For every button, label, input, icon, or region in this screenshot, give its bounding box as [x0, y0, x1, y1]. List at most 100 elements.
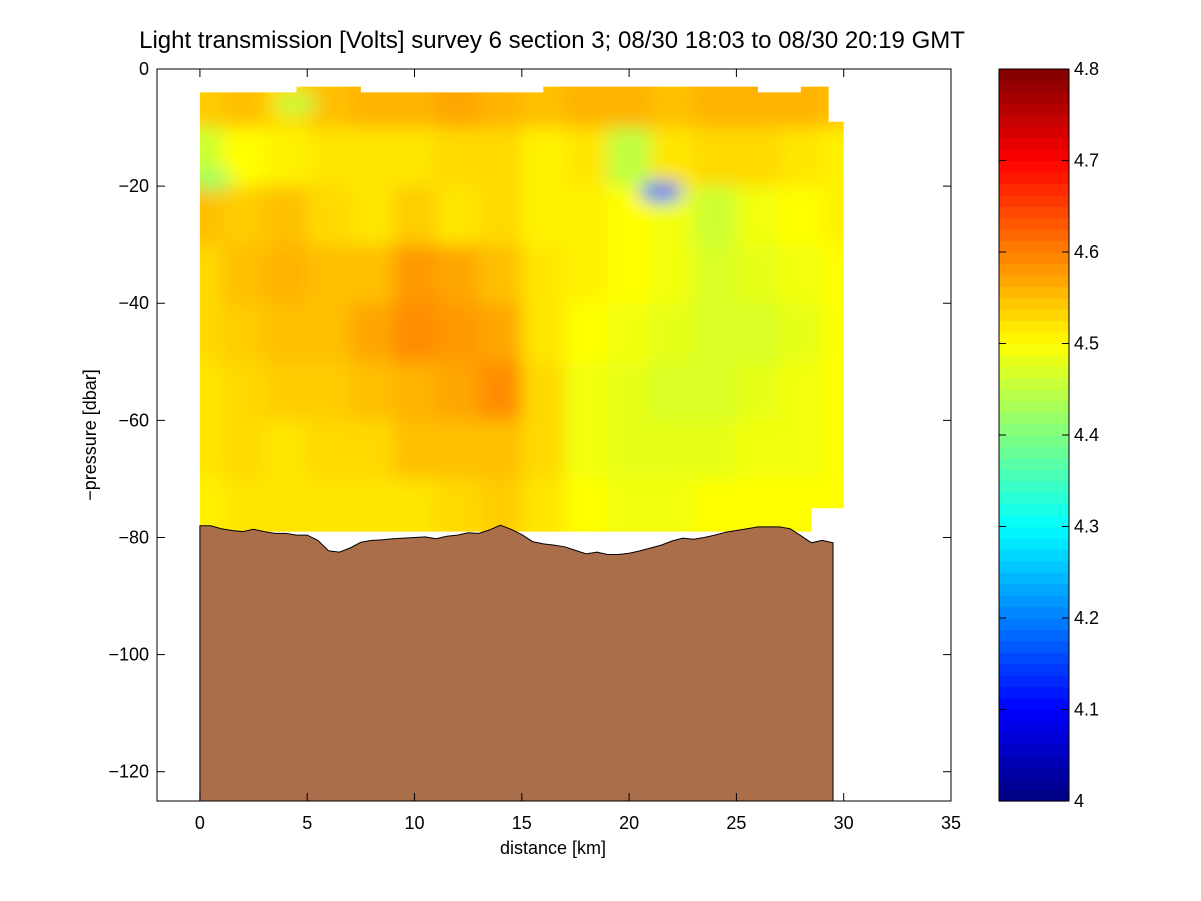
- heatmap-cell: [350, 244, 394, 305]
- heatmap-layer: [199, 86, 844, 532]
- heatmap-anomaly: [639, 182, 684, 202]
- y-tick-label: −100: [108, 645, 149, 665]
- y-tick-label: −40: [118, 293, 149, 313]
- heatmap-cell: [264, 127, 309, 188]
- seafloor-layer: [199, 524, 834, 801]
- heatmap-cell: [779, 361, 824, 422]
- heatmap-cell: [436, 244, 480, 305]
- x-axis-label: distance [km]: [500, 838, 606, 858]
- heatmap-cell: [607, 127, 652, 188]
- heatmap-cell: [650, 86, 695, 129]
- heatmap-cell: [307, 420, 352, 480]
- heatmap-cell: [822, 361, 844, 422]
- heatmap-cell: [393, 478, 437, 532]
- heatmap-cell: [307, 478, 352, 532]
- heatmap-cell: [264, 361, 309, 422]
- heatmap-cell: [264, 303, 309, 363]
- heatmap-cell: [822, 420, 844, 480]
- heatmap-cell: [264, 244, 309, 305]
- colorbar-tick-label: 4.1: [1074, 700, 1099, 720]
- y-tick-label: −120: [108, 762, 149, 782]
- x-tick-label: 20: [619, 813, 639, 833]
- heatmap-cell: [779, 303, 824, 363]
- heatmap-cell: [436, 86, 480, 129]
- heatmap-cell: [564, 303, 609, 363]
- heatmap-cell: [650, 361, 695, 422]
- heatmap-cell: [199, 86, 223, 129]
- heatmap-cell: [521, 420, 566, 480]
- heatmap-cell: [393, 186, 437, 246]
- heatmap-cell: [607, 478, 652, 532]
- heatmap-cell: [779, 244, 824, 305]
- y-tick-label: 0: [139, 59, 149, 79]
- colorbar-tick-label: 4.8: [1074, 59, 1099, 79]
- heatmap-cell: [350, 478, 394, 532]
- heatmap-cell: [736, 478, 781, 532]
- colorbar-tick-label: 4.2: [1074, 608, 1099, 628]
- heatmap-cell: [478, 127, 523, 188]
- heatmap-cell: [564, 86, 609, 129]
- heatmap-cell: [822, 186, 844, 246]
- heatmap-cell: [307, 186, 352, 246]
- heatmap-cell: [693, 244, 738, 305]
- heatmap-cell: [822, 127, 844, 188]
- heatmap-cell: [650, 420, 695, 480]
- heatmap-cell: [779, 186, 824, 246]
- y-axis: 0 −20 −40 −60 −80 −100 −120: [108, 59, 951, 782]
- heatmap-cell: [221, 86, 266, 129]
- y-tick-label: −20: [118, 176, 149, 196]
- heatmap-cell: [779, 127, 824, 188]
- heatmap-cell: [221, 478, 266, 532]
- heatmap-cell: [478, 86, 523, 129]
- heatmap-cell: [350, 303, 394, 363]
- y-tick-label: −60: [118, 410, 149, 430]
- heatmap-cell: [693, 86, 738, 129]
- heatmap-cell: [521, 186, 566, 246]
- heatmap-cell: [199, 361, 223, 422]
- colorbar-tick-label: 4.4: [1074, 425, 1099, 445]
- heatmap-cell: [521, 361, 566, 422]
- heatmap-cell: [199, 420, 223, 480]
- heatmap-cell: [478, 361, 523, 422]
- y-axis-label: −pressure [dbar]: [80, 369, 100, 501]
- heatmap-cell: [264, 186, 309, 246]
- heatmap-cell: [564, 244, 609, 305]
- colorbar-tick-label: 4.6: [1074, 242, 1099, 262]
- heatmap-cell: [693, 186, 738, 246]
- heatmap-cell: [264, 478, 309, 532]
- seafloor-bathymetry: [199, 524, 834, 801]
- heatmap-cell: [478, 478, 523, 532]
- heatmap-cell: [607, 86, 652, 129]
- heatmap-cell: [221, 244, 266, 305]
- heatmap-cell: [607, 303, 652, 363]
- heatmap-cell: [478, 244, 523, 305]
- heatmap-cell: [478, 186, 523, 246]
- colorbar-tick-label: 4.3: [1074, 517, 1099, 537]
- heatmap-cell: [736, 361, 781, 422]
- x-tick-label: 0: [195, 813, 205, 833]
- heatmap-cell: [393, 86, 437, 129]
- heatmap-cell: [199, 186, 223, 246]
- heatmap-cell: [607, 361, 652, 422]
- heatmap-cell: [736, 127, 781, 188]
- colorbar-tick-label: 4: [1074, 791, 1084, 811]
- heatmap-cell: [393, 303, 437, 363]
- heatmap-cell: [521, 86, 566, 129]
- heatmap-anomaly: [199, 170, 233, 191]
- heatmap-cell: [393, 361, 437, 422]
- heatmap-anomaly: [274, 94, 319, 115]
- heatmap-cell: [307, 127, 352, 188]
- heatmap-cell: [736, 420, 781, 480]
- heatmap-cell: [693, 420, 738, 480]
- colorbar-axis: 4 4.1 4.2 4.3 4.4 4.5 4.6 4.7 4.8: [999, 59, 1099, 811]
- heatmap-cell: [693, 361, 738, 422]
- heatmap-cell: [564, 420, 609, 480]
- x-tick-label: 25: [726, 813, 746, 833]
- plot-area: 0 5 10 15 20 25 30 35 0 −20 −40 −60 −80 −100 −120: [108, 59, 961, 833]
- heatmap-cell: [350, 86, 394, 129]
- colorbar: 4 4.1 4.2 4.3 4.4 4.5 4.6 4.7 4.8: [998, 59, 1099, 811]
- heatmap-cell: [521, 244, 566, 305]
- x-tick-label: 15: [512, 813, 532, 833]
- heatmap-cell: [199, 303, 223, 363]
